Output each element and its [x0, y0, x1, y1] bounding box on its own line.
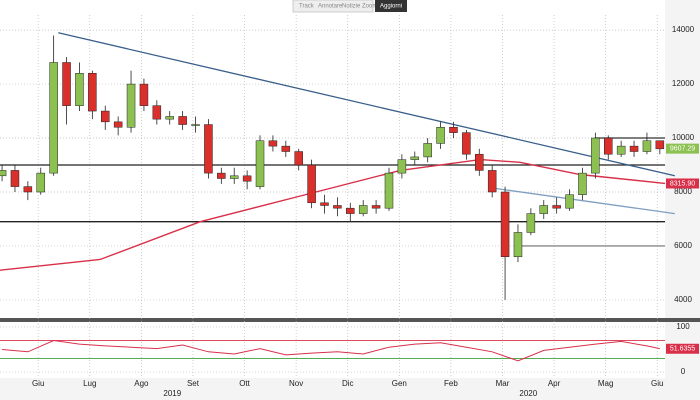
candle-body [449, 126, 458, 133]
candle-body [0, 170, 7, 177]
toolbar-bg [292, 0, 374, 13]
last-value-box [666, 178, 699, 189]
candle-body [616, 145, 626, 155]
candle-body [49, 62, 58, 174]
year-label: 2019 [163, 389, 181, 398]
candle-body [36, 172, 46, 193]
candle-body [165, 116, 174, 120]
axis-strip [665, 0, 700, 400]
last-value-label: 9607.29 [670, 145, 695, 152]
tool-button[interactable]: Track [299, 4, 315, 10]
last-value-box [666, 343, 699, 354]
y-tick-label: 12000 [672, 79, 695, 88]
candle-body [436, 126, 445, 144]
year-label: 2020 [519, 389, 537, 398]
candle-body [139, 83, 149, 106]
x-tick-label: Gen [392, 379, 407, 388]
candle-body [294, 151, 303, 166]
candle-body [281, 145, 291, 152]
refresh-button-bg[interactable] [375, 0, 407, 12]
candle-body [178, 116, 187, 125]
candle-body [475, 153, 484, 171]
y-tick-label: 14000 [672, 25, 695, 34]
candle-body [397, 159, 407, 174]
last-value-label: 8315.90 [670, 180, 695, 187]
candle-body [462, 132, 471, 155]
x-tick-label: Lug [83, 379, 96, 388]
y-tick-label: 10000 [672, 133, 695, 142]
candle-body [358, 205, 368, 214]
candle-body [23, 186, 33, 193]
candle-body [307, 164, 316, 204]
candle-body [629, 145, 639, 152]
candle-body [320, 202, 329, 206]
candle-body [642, 140, 652, 152]
candle-body [578, 172, 587, 195]
candle-body [371, 205, 381, 209]
candle-body [526, 213, 536, 233]
candle-body [655, 140, 665, 150]
candle-body [500, 191, 510, 258]
candle-body [487, 170, 497, 193]
x-axis-strip [0, 378, 700, 400]
last-value-label: 51.6355 [670, 346, 695, 353]
candle-body [152, 105, 162, 120]
candle-body [384, 172, 394, 209]
tool-button[interactable]: Annotare [318, 4, 343, 10]
x-tick-label: Nov [289, 379, 303, 388]
candle-body [552, 205, 561, 209]
candle-body [242, 175, 252, 182]
x-tick-label: Apr [548, 379, 561, 388]
tool-button[interactable]: Notizie [342, 4, 361, 10]
trend-line [492, 187, 675, 215]
refresh-button[interactable]: Aggiorni [380, 4, 402, 10]
candle-body [113, 121, 123, 128]
candle-body [591, 137, 600, 174]
panel-separator [0, 318, 700, 322]
candle-body [229, 175, 239, 179]
x-tick-label: Ott [239, 379, 250, 388]
x-tick-label: Feb [444, 379, 458, 388]
candle-body [539, 205, 549, 214]
y-tick-label: 100 [676, 322, 690, 331]
x-tick-label: Set [187, 379, 200, 388]
candle-body [346, 207, 355, 214]
trend-line [58, 32, 675, 177]
y-tick-label: 4000 [674, 295, 692, 304]
candle-body [604, 137, 613, 155]
candle-body [10, 170, 20, 187]
candle-body [217, 172, 226, 179]
x-tick-label: Giu [651, 379, 663, 388]
candle-body [565, 194, 574, 209]
candle-body [88, 73, 97, 112]
tool-button[interactable]: Zoom [362, 4, 377, 10]
x-tick-label: Dic [342, 379, 354, 388]
y-tick-label: 8000 [674, 187, 692, 196]
candle-body [75, 73, 84, 106]
candle-body [423, 143, 432, 158]
candle-body [62, 62, 71, 106]
rsi-line [2, 339, 660, 362]
candle-body [255, 140, 265, 187]
candle-body [410, 156, 420, 160]
candle-body [100, 110, 110, 123]
x-tick-label: Giu [32, 379, 44, 388]
candle-body [191, 124, 200, 126]
candle-body [333, 205, 342, 209]
candle-body [126, 83, 136, 128]
candle-body [513, 232, 523, 258]
x-tick-label: Mag [598, 379, 614, 388]
y-tick-label: 0 [681, 367, 686, 376]
y-tick-label: 6000 [674, 241, 692, 250]
last-value-box [666, 143, 699, 154]
candle-body [268, 140, 278, 147]
x-tick-label: Mar [496, 379, 510, 388]
x-tick-label: Ago [134, 379, 149, 388]
candle-body [204, 124, 213, 174]
toolbar: Track Annotare Notizie Zoom Aggiorni [292, 0, 407, 13]
